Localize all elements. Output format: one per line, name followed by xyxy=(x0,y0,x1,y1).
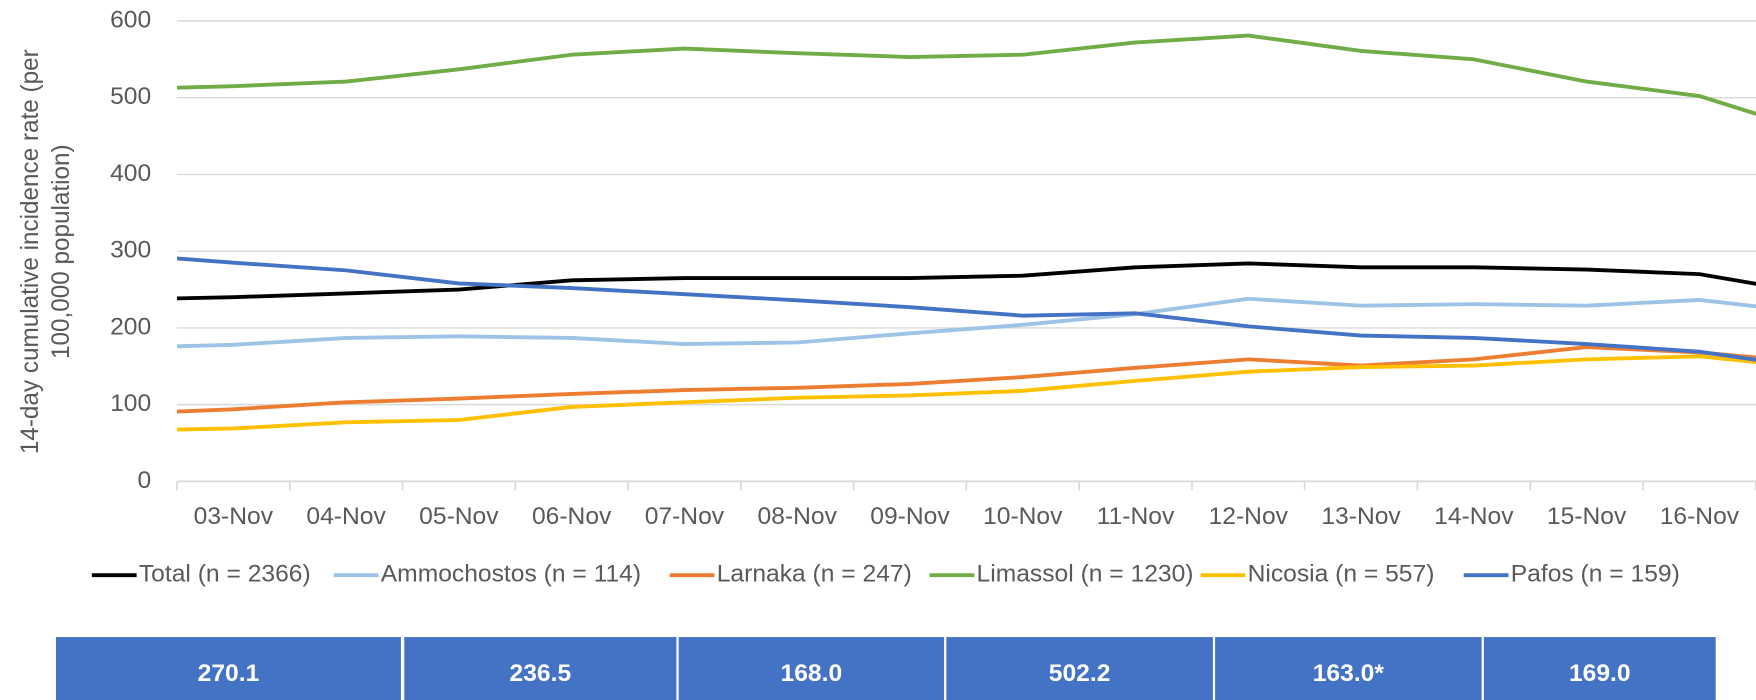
table-cell xyxy=(946,637,1213,700)
y-tick-label: 0 xyxy=(137,467,151,494)
y-axis-label-line: 14-day cumulative incidence rate (per xyxy=(17,49,44,454)
table-cell xyxy=(678,637,945,700)
series-line xyxy=(176,33,1756,116)
plot-area xyxy=(176,33,1756,432)
y-tick-label: 100 xyxy=(110,390,151,417)
legend-label: Pafos (n = 159) xyxy=(1511,561,1680,588)
y-tick-label: 200 xyxy=(110,313,151,340)
table-cell-text: 236.5 xyxy=(510,660,572,687)
series-line xyxy=(176,354,1756,432)
series-line xyxy=(176,296,1756,349)
x-tick-label: 10-Nov xyxy=(983,503,1063,530)
x-tick-label: 15-Nov xyxy=(1547,503,1627,530)
y-tick-label: 300 xyxy=(110,237,151,264)
x-tick-label: 04-Nov xyxy=(306,503,386,530)
x-tick-label: 13-Nov xyxy=(1321,503,1401,530)
legend-label: Larnaka (n = 247) xyxy=(717,561,912,588)
y-tick-label: 500 xyxy=(110,83,151,110)
table-cell xyxy=(1483,637,1716,700)
table-cell-text: 502.2 xyxy=(1049,660,1111,687)
y-axis-label-line: 100,000 population) xyxy=(48,144,75,359)
x-tick-label: 11-Nov xyxy=(1097,503,1175,530)
x-tick-label: 03-Nov xyxy=(194,503,274,530)
table-cell-text: 163.0* xyxy=(1313,660,1385,687)
x-tick-label: 16-Nov xyxy=(1660,503,1740,530)
x-tick-label: 08-Nov xyxy=(758,503,838,530)
legend-label: Total (n = 2366) xyxy=(139,561,311,588)
series-line xyxy=(176,256,1756,362)
series-line xyxy=(176,345,1756,414)
legend-label: Ammochostos (n = 114) xyxy=(381,561,641,588)
table-cell-text: 168.0 xyxy=(781,660,843,687)
x-tick-label: 05-Nov xyxy=(419,503,499,530)
table-cell xyxy=(1215,637,1482,700)
x-tick-label: 12-Nov xyxy=(1209,503,1289,530)
legend-label: Nicosia (n = 557) xyxy=(1248,561,1435,588)
x-tick-label: 06-Nov xyxy=(532,503,612,530)
x-tick-label: 07-Nov xyxy=(645,503,725,530)
x-tick-label: 09-Nov xyxy=(870,503,950,530)
series-line xyxy=(176,261,1756,301)
legend-label: Limassol (n = 1230) xyxy=(977,561,1194,588)
y-tick-label: 400 xyxy=(110,160,151,187)
table-cell xyxy=(55,637,401,700)
y-tick-label: 600 xyxy=(110,7,151,34)
y-axis-label: 14-day cumulative incidence rate (per 10… xyxy=(17,49,76,454)
table-cell-text: 169.0 xyxy=(1569,660,1631,687)
table-cell xyxy=(404,637,677,700)
x-tick-label: 14-Nov xyxy=(1434,503,1514,530)
table-cell-text: 270.1 xyxy=(198,660,260,687)
